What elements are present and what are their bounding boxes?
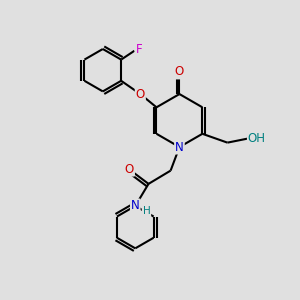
Text: O: O <box>125 163 134 176</box>
Text: N: N <box>131 200 140 212</box>
Text: F: F <box>136 43 142 56</box>
Text: O: O <box>136 88 145 100</box>
Text: H: H <box>142 206 150 216</box>
Text: N: N <box>175 141 184 154</box>
Text: O: O <box>175 65 184 79</box>
Text: OH: OH <box>248 132 266 145</box>
